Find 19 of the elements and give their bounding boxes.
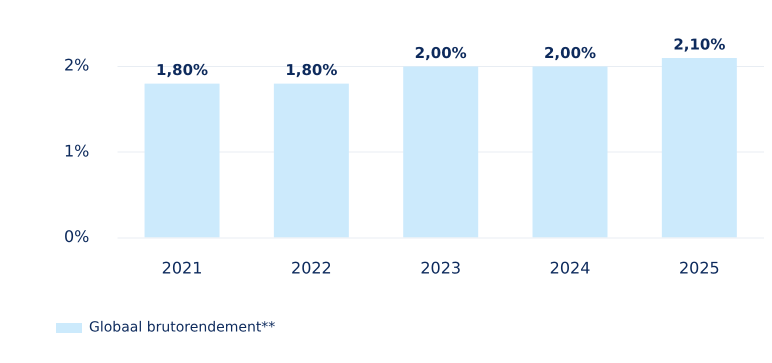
data-label: 2,10% [673, 35, 726, 54]
bar [403, 66, 478, 238]
data-label: 1,80% [156, 61, 208, 80]
x-tick-label: 2024 [550, 258, 590, 278]
y-tick-label: 2% [64, 56, 90, 75]
bar [274, 84, 349, 238]
x-tick-label: 2023 [420, 258, 462, 278]
x-tick-label: 2022 [291, 258, 332, 278]
x-tick-label: 2021 [162, 258, 202, 278]
data-label: 2,00% [414, 44, 467, 62]
data-label: 2,00% [544, 44, 596, 62]
bar [144, 84, 220, 238]
x-tick-label: 2025 [678, 258, 720, 278]
y-tick-label: 0% [64, 226, 90, 246]
y-tick-label: 1% [64, 141, 90, 160]
legend-label: Globaal brutorendement** [89, 320, 276, 336]
data-label: 1,80% [285, 61, 338, 80]
bar [662, 58, 737, 238]
bar [532, 66, 608, 238]
